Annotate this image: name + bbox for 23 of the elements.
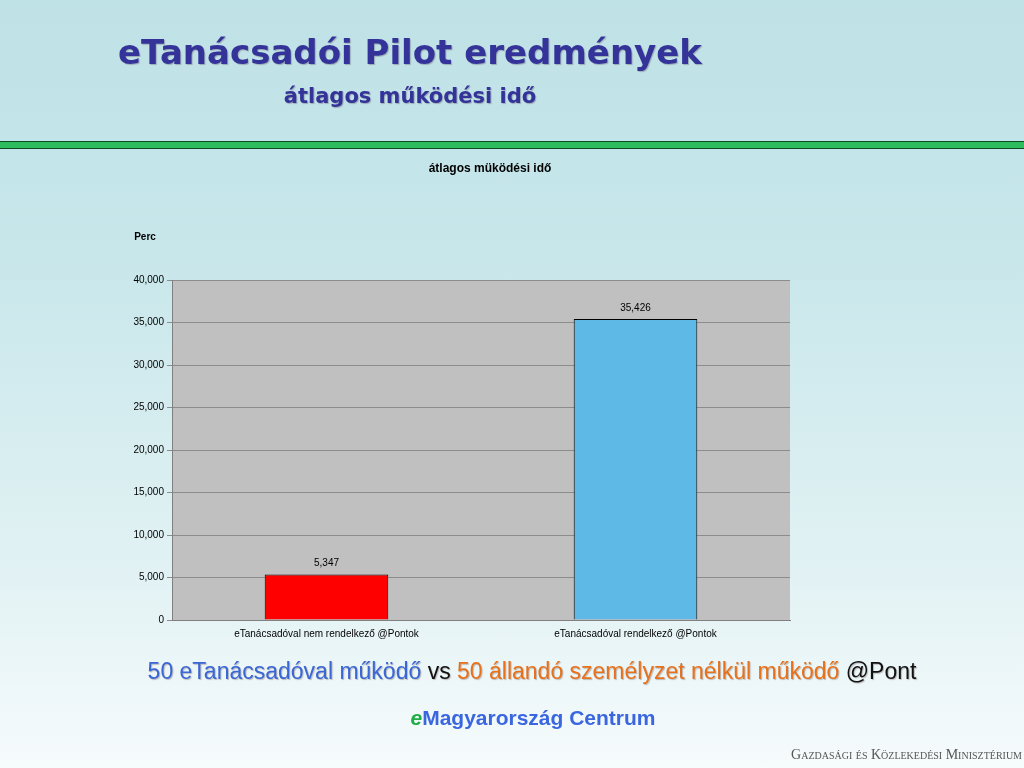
text: Gazdasági és Közlekedési Minisztérium: [791, 746, 1022, 764]
y-tick-label: 40,000: [133, 273, 165, 285]
y-tick-label: 15,000: [133, 486, 165, 498]
y-tick-label: 0: [158, 613, 165, 625]
data-label: 35,426: [620, 301, 652, 313]
x-tick-label: eTanácsadóval rendelkező @Pontok: [554, 627, 718, 639]
y-tick-label: 5,000: [138, 571, 165, 583]
x-tick-label: eTanácsadóval nem rendelkező @Pontok: [234, 627, 420, 639]
y-tick-label: 30,000: [133, 358, 165, 370]
data-label: 5,347: [313, 557, 340, 569]
text: eMagyarország Centrum: [410, 706, 656, 729]
text: vs: [427, 658, 451, 684]
y-tick-label: 25,000: [133, 401, 165, 413]
y-tick-label: 10,000: [133, 528, 165, 540]
text: 50 állandó személyzet nélkül működő: [457, 658, 840, 684]
text: 50 eTanácsadóval működő: [147, 658, 422, 684]
y-tick-label: 35,000: [133, 316, 165, 328]
text: @Pont: [845, 658, 917, 684]
chart-title: eTanácsadói Pilot eredmények: [117, 31, 703, 74]
chart-subtitle: átlagos működési idő: [282, 83, 538, 110]
y-axis-title: Perc: [134, 230, 157, 242]
y-tick-label: 20,000: [133, 443, 165, 455]
text: átlagos müködési idő: [427, 160, 553, 176]
